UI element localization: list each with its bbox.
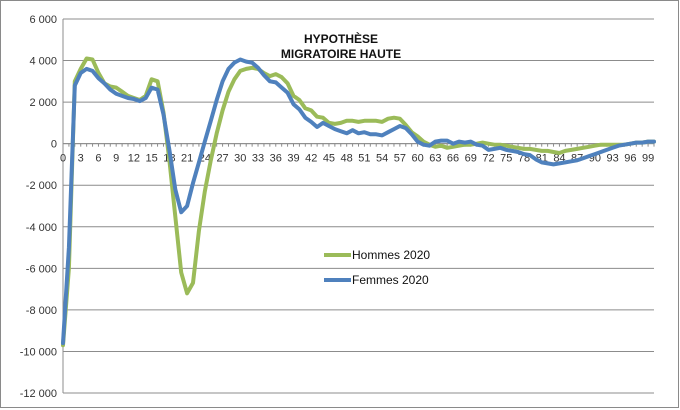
x-tick-label: 15	[146, 153, 158, 165]
x-tick-label: 42	[305, 153, 317, 165]
x-tick-label: 39	[287, 153, 299, 165]
x-tick-label: 69	[465, 153, 477, 165]
chart-title-line: MIGRATOIRE HAUTE	[281, 47, 401, 61]
series-lines	[61, 56, 656, 348]
y-axis-tick-labels: 6 000 4 000 2 000 0 -2 000 -4 000 -6 000 -8 000…	[20, 14, 57, 400]
chart-title-line: HYPOTHÈSE	[304, 31, 378, 46]
grid-lines	[63, 18, 654, 394]
series-line-femmes-2020	[61, 57, 656, 346]
x-axis	[62, 19, 655, 393]
y-tick-label: -12 000	[20, 388, 57, 400]
x-tick-label: 12	[128, 153, 140, 165]
y-tick-label: -10 000	[20, 346, 57, 358]
y-tick-label: -2 000	[26, 180, 57, 192]
y-tick-label: 4 000	[29, 56, 57, 68]
x-tick-label: 9	[113, 153, 119, 165]
x-tick-label: 96	[624, 153, 636, 165]
x-tick-label: 0	[60, 153, 66, 165]
y-tick-label: -8 000	[26, 305, 57, 317]
x-tick-label: 6	[95, 153, 101, 165]
x-tick-label: 48	[341, 153, 353, 165]
x-tick-label: 99	[642, 153, 654, 165]
x-tick-label: 63	[429, 153, 441, 165]
legend: Hommes 2020 Femmes 2020	[324, 248, 430, 287]
x-tick-label: 3	[78, 153, 84, 165]
x-tick-label: 27	[216, 153, 228, 165]
x-tick-label: 45	[323, 153, 335, 165]
x-tick-label: 57	[394, 153, 406, 165]
legend-label: Hommes 2020	[352, 248, 430, 262]
x-tick-label: 21	[181, 153, 193, 165]
x-tick-label: 66	[447, 153, 459, 165]
y-tick-label: -4 000	[26, 222, 57, 234]
x-tick-label: 33	[252, 153, 264, 165]
x-tick-label: 30	[234, 153, 246, 165]
x-tick-label: 75	[500, 153, 512, 165]
y-tick-label: 0	[51, 139, 57, 151]
x-tick-label: 72	[482, 153, 494, 165]
legend-label: Femmes 2020	[352, 273, 429, 287]
x-tick-label: 54	[376, 153, 388, 165]
x-tick-label: 51	[358, 153, 370, 165]
series-line-hommes-2020	[61, 56, 656, 348]
y-tick-label: -6 000	[26, 263, 57, 275]
x-tick-label: 36	[270, 153, 282, 165]
y-tick-label: 2 000	[29, 97, 57, 109]
y-tick-label: 6 000	[29, 14, 57, 26]
x-tick-label: 93	[607, 153, 619, 165]
x-tick-label: 60	[411, 153, 423, 165]
